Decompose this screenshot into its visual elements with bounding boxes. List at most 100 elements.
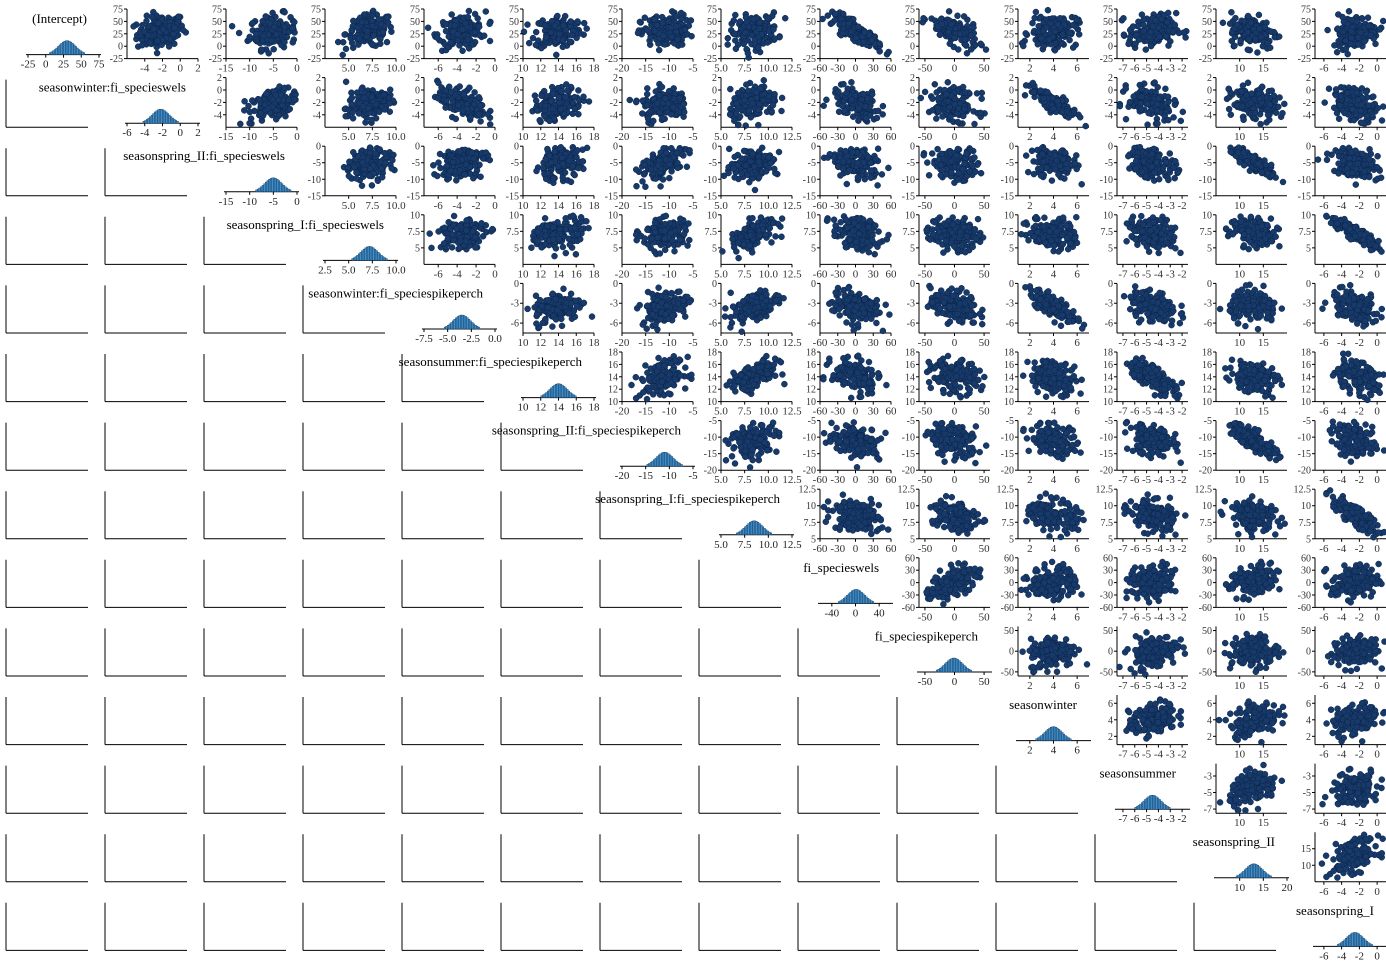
y-tick-label: -4 — [1006, 110, 1014, 121]
x-tick-label: 18 — [589, 131, 601, 143]
y-tick-label: 50 — [707, 17, 717, 28]
scatter-point — [237, 120, 244, 128]
scatter-point — [742, 29, 749, 36]
scatter-point — [771, 35, 779, 42]
scatter-point — [824, 12, 832, 19]
scatter-point — [945, 28, 952, 36]
scatter-point — [670, 95, 678, 102]
panel-r1-c4: 20-2-4-6 -4 -2 0 — [412, 73, 499, 143]
scatter-point — [368, 116, 375, 124]
scatter-point — [1151, 79, 1158, 86]
scatter-points — [820, 79, 887, 125]
scatter-point — [823, 96, 830, 104]
y-tick-label: -2 — [709, 98, 717, 109]
scatter-points — [1223, 79, 1288, 128]
scatter-point — [575, 87, 582, 94]
scatter-point — [1069, 21, 1077, 29]
diag-tick-label: 0 — [294, 196, 300, 208]
y-tick-label: 2 — [1108, 73, 1113, 84]
x-tick-label: 4 — [1051, 131, 1057, 143]
scatter-point — [339, 38, 347, 46]
scatter-points — [1118, 9, 1190, 53]
hist-bar — [154, 111, 157, 124]
scatter-point — [484, 111, 491, 118]
scatter-point — [467, 114, 474, 121]
scatter-points — [626, 80, 688, 128]
scatter-point — [154, 37, 161, 44]
x-tick-label: 18 — [589, 63, 601, 75]
scatter-point — [771, 90, 778, 98]
y-tick-label: -4 — [1105, 110, 1113, 121]
scatter-point — [268, 37, 275, 45]
x-tick-label: -2 — [1177, 131, 1186, 143]
scatter-point — [744, 87, 752, 94]
scatter-point — [1177, 117, 1185, 125]
scatter-point — [354, 24, 361, 32]
hist-bar — [50, 51, 53, 55]
y-tick-label: 0 — [1207, 42, 1212, 53]
x-tick-label: 12 — [535, 200, 546, 212]
scatter-point — [258, 25, 265, 33]
scatter-point — [727, 85, 734, 93]
y-tick-label: 0 — [1009, 86, 1014, 97]
scatter-point — [1047, 20, 1054, 27]
scatter-point — [482, 8, 490, 15]
x-tick-label: -6 — [434, 63, 444, 75]
scatter-point — [1152, 17, 1159, 24]
y-tick-label: 25 — [113, 29, 123, 40]
scatter-point — [742, 122, 749, 129]
scatter-point — [1164, 93, 1172, 101]
hist-bar — [265, 181, 268, 192]
scatter-point — [1358, 15, 1366, 22]
y-tick-label: -2 — [511, 98, 519, 109]
scatter-point — [559, 43, 567, 51]
y-tick-label: 25 — [311, 29, 321, 40]
scatter-point — [663, 149, 670, 157]
y-tick-label: -2 — [412, 98, 420, 109]
scatter-point — [1140, 27, 1148, 35]
y-tick-label: 0 — [712, 42, 717, 53]
hist-bar — [53, 49, 56, 55]
y-tick-label: 0 — [316, 142, 321, 153]
scatter-point — [819, 15, 826, 23]
scatter-point — [1232, 14, 1239, 22]
y-tick-label: 0 — [316, 86, 321, 97]
scatter-points — [341, 78, 398, 126]
scatter-point — [369, 7, 377, 15]
scatter-point — [1130, 93, 1137, 100]
scatter-point — [146, 39, 154, 47]
hist-bar — [176, 121, 179, 124]
diag-tick-label: -25 — [21, 59, 36, 71]
x-tick-label: -30 — [830, 63, 845, 75]
x-tick-label: -30 — [830, 131, 845, 143]
scatter-point — [666, 161, 673, 168]
hist-bar — [62, 41, 65, 55]
scatter-point — [641, 14, 649, 21]
scatter-point — [1163, 19, 1171, 26]
scatter-point — [1243, 91, 1250, 99]
scatter-point — [967, 32, 975, 39]
x-tick-label: -6 — [1130, 63, 1140, 75]
scatter-points — [529, 81, 593, 126]
scatter-point — [978, 95, 985, 102]
scatter-point — [456, 148, 464, 155]
scatter-point — [961, 89, 969, 96]
y-tick-label: 0 — [514, 86, 519, 97]
x-tick-label: 7.5 — [365, 131, 379, 143]
panel-r1-c10: 20-2-42 4 6 — [1006, 73, 1089, 143]
scatter-point — [756, 25, 763, 32]
scatter-point — [547, 159, 555, 166]
scatter-point — [831, 17, 839, 24]
scatter-point — [955, 105, 962, 112]
hist-bar — [165, 111, 168, 124]
scatter-point — [668, 144, 675, 152]
scatter-point — [449, 158, 457, 166]
x-tick-label: 0 — [853, 63, 859, 75]
y-tick-label: 0 — [1306, 42, 1311, 53]
x-tick-label: 14 — [553, 200, 565, 212]
x-tick-label: -10 — [242, 131, 257, 143]
x-tick-label: -5 — [688, 131, 698, 143]
scatter-point — [155, 19, 162, 27]
